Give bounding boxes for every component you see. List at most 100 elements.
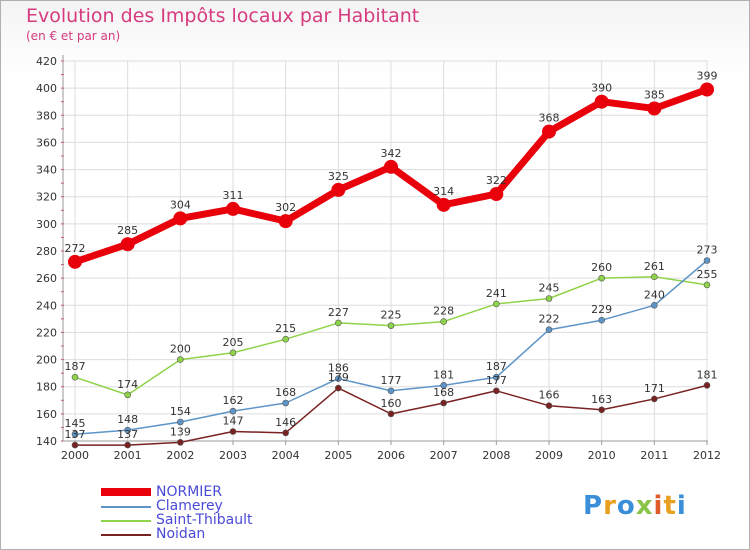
legend-label-saint-thibault: Saint-Thibault (156, 512, 253, 528)
data-label-saint-thibault: 205 (223, 336, 244, 349)
data-point-saint-thibault (703, 281, 711, 289)
y-tick-label: 280 (36, 245, 57, 258)
data-point-normier (436, 197, 451, 212)
data-point-noidan (229, 428, 237, 435)
data-point-clamerey (177, 418, 184, 426)
data-point-noidan (440, 399, 447, 407)
data-point-saint-thibault (124, 391, 131, 399)
y-tick-label: 380 (36, 109, 57, 122)
legend-swatch-saint-thibault (101, 520, 151, 522)
data-label-saint-thibault: 241 (486, 287, 507, 300)
data-point-saint-thibault (229, 349, 237, 357)
data-point-clamerey (387, 387, 395, 395)
data-label-noidan: 166 (539, 389, 560, 402)
data-point-saint-thibault (335, 319, 342, 327)
y-tick-label: 160 (36, 408, 57, 421)
data-label-saint-thibault: 260 (591, 261, 612, 274)
data-label-clamerey: 229 (591, 303, 612, 316)
y-tick-label: 320 (36, 191, 57, 204)
data-point-noidan (493, 387, 500, 395)
data-label-noidan: 171 (644, 382, 665, 395)
y-tick-label: 220 (36, 326, 57, 339)
legend-swatch-noidan (101, 534, 151, 536)
data-point-clamerey (229, 407, 237, 415)
data-point-saint-thibault (598, 274, 605, 282)
data-label-saint-thibault: 200 (170, 343, 191, 356)
data-point-saint-thibault (651, 273, 658, 281)
data-point-clamerey (71, 430, 79, 438)
data-point-clamerey (703, 257, 711, 264)
y-tick-label: 340 (36, 164, 57, 177)
data-label-saint-thibault: 215 (275, 322, 296, 335)
x-tick-label: 2003 (219, 449, 247, 462)
data-point-noidan (598, 406, 605, 414)
data-label-clamerey: 187 (486, 360, 507, 373)
data-label-clamerey: 162 (223, 394, 244, 407)
data-label-saint-thibault: 225 (381, 309, 402, 322)
data-point-normier (700, 82, 714, 97)
data-label-clamerey: 222 (539, 313, 560, 326)
legend-label-noidan: Noidan (156, 526, 206, 542)
chart-title: Evolution des Impôts locaux par Habitant (26, 5, 420, 27)
data-label-normier: 285 (117, 224, 138, 237)
data-point-clamerey (545, 326, 553, 334)
data-point-saint-thibault (545, 295, 553, 302)
data-label-clamerey: 148 (117, 413, 138, 426)
legend-label-clamerey: Clamerey (156, 498, 223, 514)
x-tick-label: 2009 (535, 449, 563, 462)
x-tick-label: 2000 (61, 449, 89, 462)
y-tick-label: 400 (36, 82, 57, 95)
data-label-clamerey: 240 (644, 288, 665, 301)
data-label-noidan: 179 (328, 371, 349, 384)
y-tick-label: 200 (36, 354, 57, 367)
data-point-clamerey (493, 373, 500, 381)
data-label-clamerey: 154 (170, 405, 191, 418)
data-label-normier: 272 (65, 242, 86, 255)
data-point-saint-thibault (71, 373, 79, 381)
data-point-saint-thibault (282, 335, 289, 343)
data-point-noidan (282, 429, 289, 437)
y-tick-label: 360 (36, 136, 57, 149)
data-label-saint-thibault: 261 (644, 260, 665, 273)
data-point-saint-thibault (177, 356, 184, 363)
x-tick-label: 2006 (377, 449, 405, 462)
data-label-noidan: 160 (381, 397, 402, 410)
data-label-normier: 399 (697, 70, 718, 83)
data-point-normier (68, 254, 82, 269)
y-tick-label: 420 (36, 55, 57, 68)
data-point-clamerey (440, 382, 447, 389)
data-label-clamerey: 145 (65, 417, 86, 430)
data-label-normier: 314 (433, 185, 454, 198)
data-label-noidan: 137 (65, 428, 86, 441)
data-point-noidan (545, 402, 553, 410)
x-tick-label: 2002 (166, 449, 194, 462)
data-point-normier (647, 101, 662, 116)
data-point-clamerey (282, 399, 289, 407)
data-label-noidan: 146 (275, 416, 296, 429)
data-label-saint-thibault: 228 (433, 305, 454, 318)
x-tick-label: 2012 (693, 449, 721, 462)
data-point-normier (489, 187, 504, 201)
data-label-saint-thibault: 187 (65, 360, 86, 373)
chart-subtitle: (en € et par an) (26, 29, 121, 43)
data-label-normier: 385 (644, 89, 665, 102)
y-tick-label: 140 (36, 435, 57, 448)
x-tick-label: 2001 (114, 449, 142, 462)
data-label-normier: 302 (275, 201, 296, 214)
data-label-clamerey: 177 (381, 374, 402, 387)
data-point-saint-thibault (440, 318, 447, 325)
proxiti-logo: Proxiti (583, 491, 687, 521)
data-label-normier: 304 (170, 198, 191, 211)
data-label-noidan: 139 (170, 425, 191, 438)
data-label-normier: 322 (486, 174, 507, 187)
data-point-normier (120, 237, 135, 252)
data-point-saint-thibault (493, 300, 500, 308)
data-label-noidan: 181 (697, 368, 718, 381)
data-label-clamerey: 181 (433, 368, 454, 381)
data-point-normier (278, 214, 293, 229)
data-label-saint-thibault: 255 (697, 268, 718, 281)
data-point-noidan (71, 441, 79, 449)
y-tick-label: 260 (36, 272, 57, 285)
